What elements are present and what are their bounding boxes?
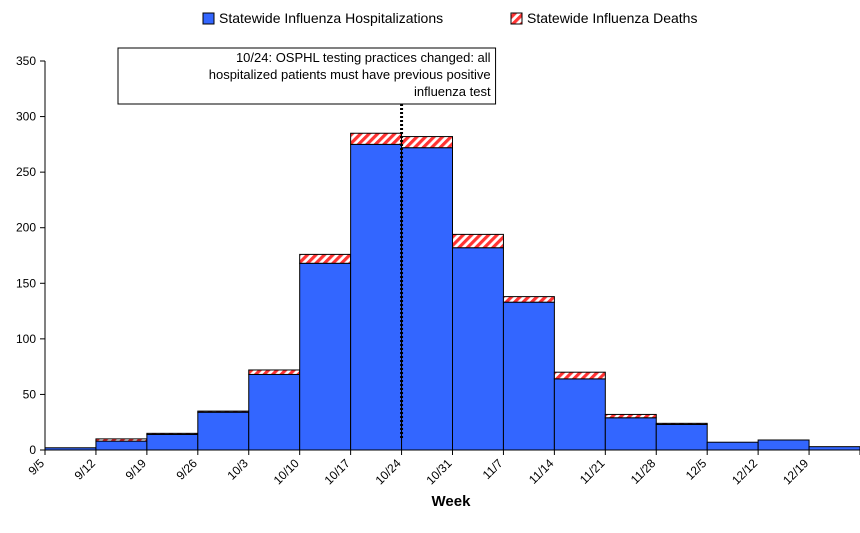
y-tick-label: 350 xyxy=(16,54,36,68)
bar-hospitalizations xyxy=(197,411,250,451)
legend-label-deaths: Statewide Influenza Deaths xyxy=(527,10,697,26)
legend-swatch-deaths xyxy=(510,12,523,25)
bar-deaths xyxy=(553,371,606,380)
bar-hospitalizations xyxy=(757,439,810,451)
bar-deaths xyxy=(401,136,453,149)
annotation-text: hospitalized patients must have previous… xyxy=(209,67,491,82)
x-tick-label: 9/19 xyxy=(123,456,150,483)
x-tick-label: 11/21 xyxy=(577,456,608,487)
bar-hospitalizations xyxy=(808,446,860,451)
x-tick-label: 9/12 xyxy=(72,456,99,483)
bars xyxy=(44,132,860,451)
bar-deaths xyxy=(146,432,199,435)
bar-deaths xyxy=(248,369,301,375)
x-tick-label: 10/24 xyxy=(373,456,404,487)
x-tick-label: 12/19 xyxy=(780,456,811,487)
x-axis: 9/5 9/12 9/19 9/26 10/3 10/10 10/17 10/24 10/31 1… xyxy=(25,449,860,487)
bar-hospitalizations xyxy=(604,417,657,451)
bar-hospitalizations xyxy=(299,262,352,451)
y-axis: 0 50 100 150 200 250 300 350 xyxy=(16,54,46,457)
y-tick-label: 150 xyxy=(16,276,36,290)
bar-hospitalizations xyxy=(706,441,759,451)
bar-deaths xyxy=(350,132,403,145)
bar-deaths xyxy=(452,233,504,249)
bar-hospitalizations xyxy=(502,301,555,451)
bar-deaths xyxy=(655,422,708,425)
y-tick-label: 100 xyxy=(16,332,36,346)
bar-hospitalizations xyxy=(350,143,403,451)
x-tick-label: 10/31 xyxy=(423,456,454,487)
annotation-box xyxy=(117,47,497,105)
bar-hospitalizations xyxy=(553,378,606,451)
annotation-text: influenza test xyxy=(414,84,491,99)
x-tick-label: 11/28 xyxy=(628,456,659,487)
bar-hospitalizations xyxy=(452,247,504,451)
x-tick-label: 10/10 xyxy=(271,456,302,487)
x-tick-label: 12/5 xyxy=(683,456,710,483)
x-tick-label: 12/12 xyxy=(729,456,760,487)
bar-hospitalizations xyxy=(655,423,708,451)
x-tick-label: 9/26 xyxy=(174,456,201,483)
annotation-text: 10/24: OSPHL testing practices changed: … xyxy=(236,50,491,65)
x-tick-label: 9/5 xyxy=(25,456,47,478)
bar-deaths xyxy=(197,410,250,413)
annotation: 10/24: OSPHL testing practices changed: … xyxy=(117,47,497,438)
legend-swatch-hospitalizations xyxy=(202,12,215,25)
bar-hospitalizations xyxy=(248,373,301,451)
y-tick-label: 250 xyxy=(16,165,36,179)
y-tick-label: 300 xyxy=(16,110,36,124)
legend: Statewide Influenza Hospitalizations Sta… xyxy=(202,10,697,26)
bar-deaths xyxy=(604,413,657,419)
bar-deaths xyxy=(299,253,352,264)
bar-hospitalizations xyxy=(401,147,453,451)
x-tick-label: 11/7 xyxy=(480,456,506,482)
y-tick-label: 0 xyxy=(29,443,36,457)
bar-deaths xyxy=(95,438,148,442)
x-tick-label: 10/3 xyxy=(224,456,251,483)
y-tick-label: 50 xyxy=(23,387,37,401)
x-tick-label: 10/17 xyxy=(322,456,353,487)
bar-hospitalizations xyxy=(44,447,97,451)
bar-hospitalizations xyxy=(146,433,199,451)
legend-label-hospitalizations: Statewide Influenza Hospitalizations xyxy=(219,10,443,26)
bar-deaths xyxy=(502,296,555,303)
x-axis-title: Week xyxy=(432,493,472,510)
bar-hospitalizations xyxy=(95,440,148,451)
x-tick-label: 11/14 xyxy=(526,456,557,487)
y-tick-label: 200 xyxy=(16,221,36,235)
